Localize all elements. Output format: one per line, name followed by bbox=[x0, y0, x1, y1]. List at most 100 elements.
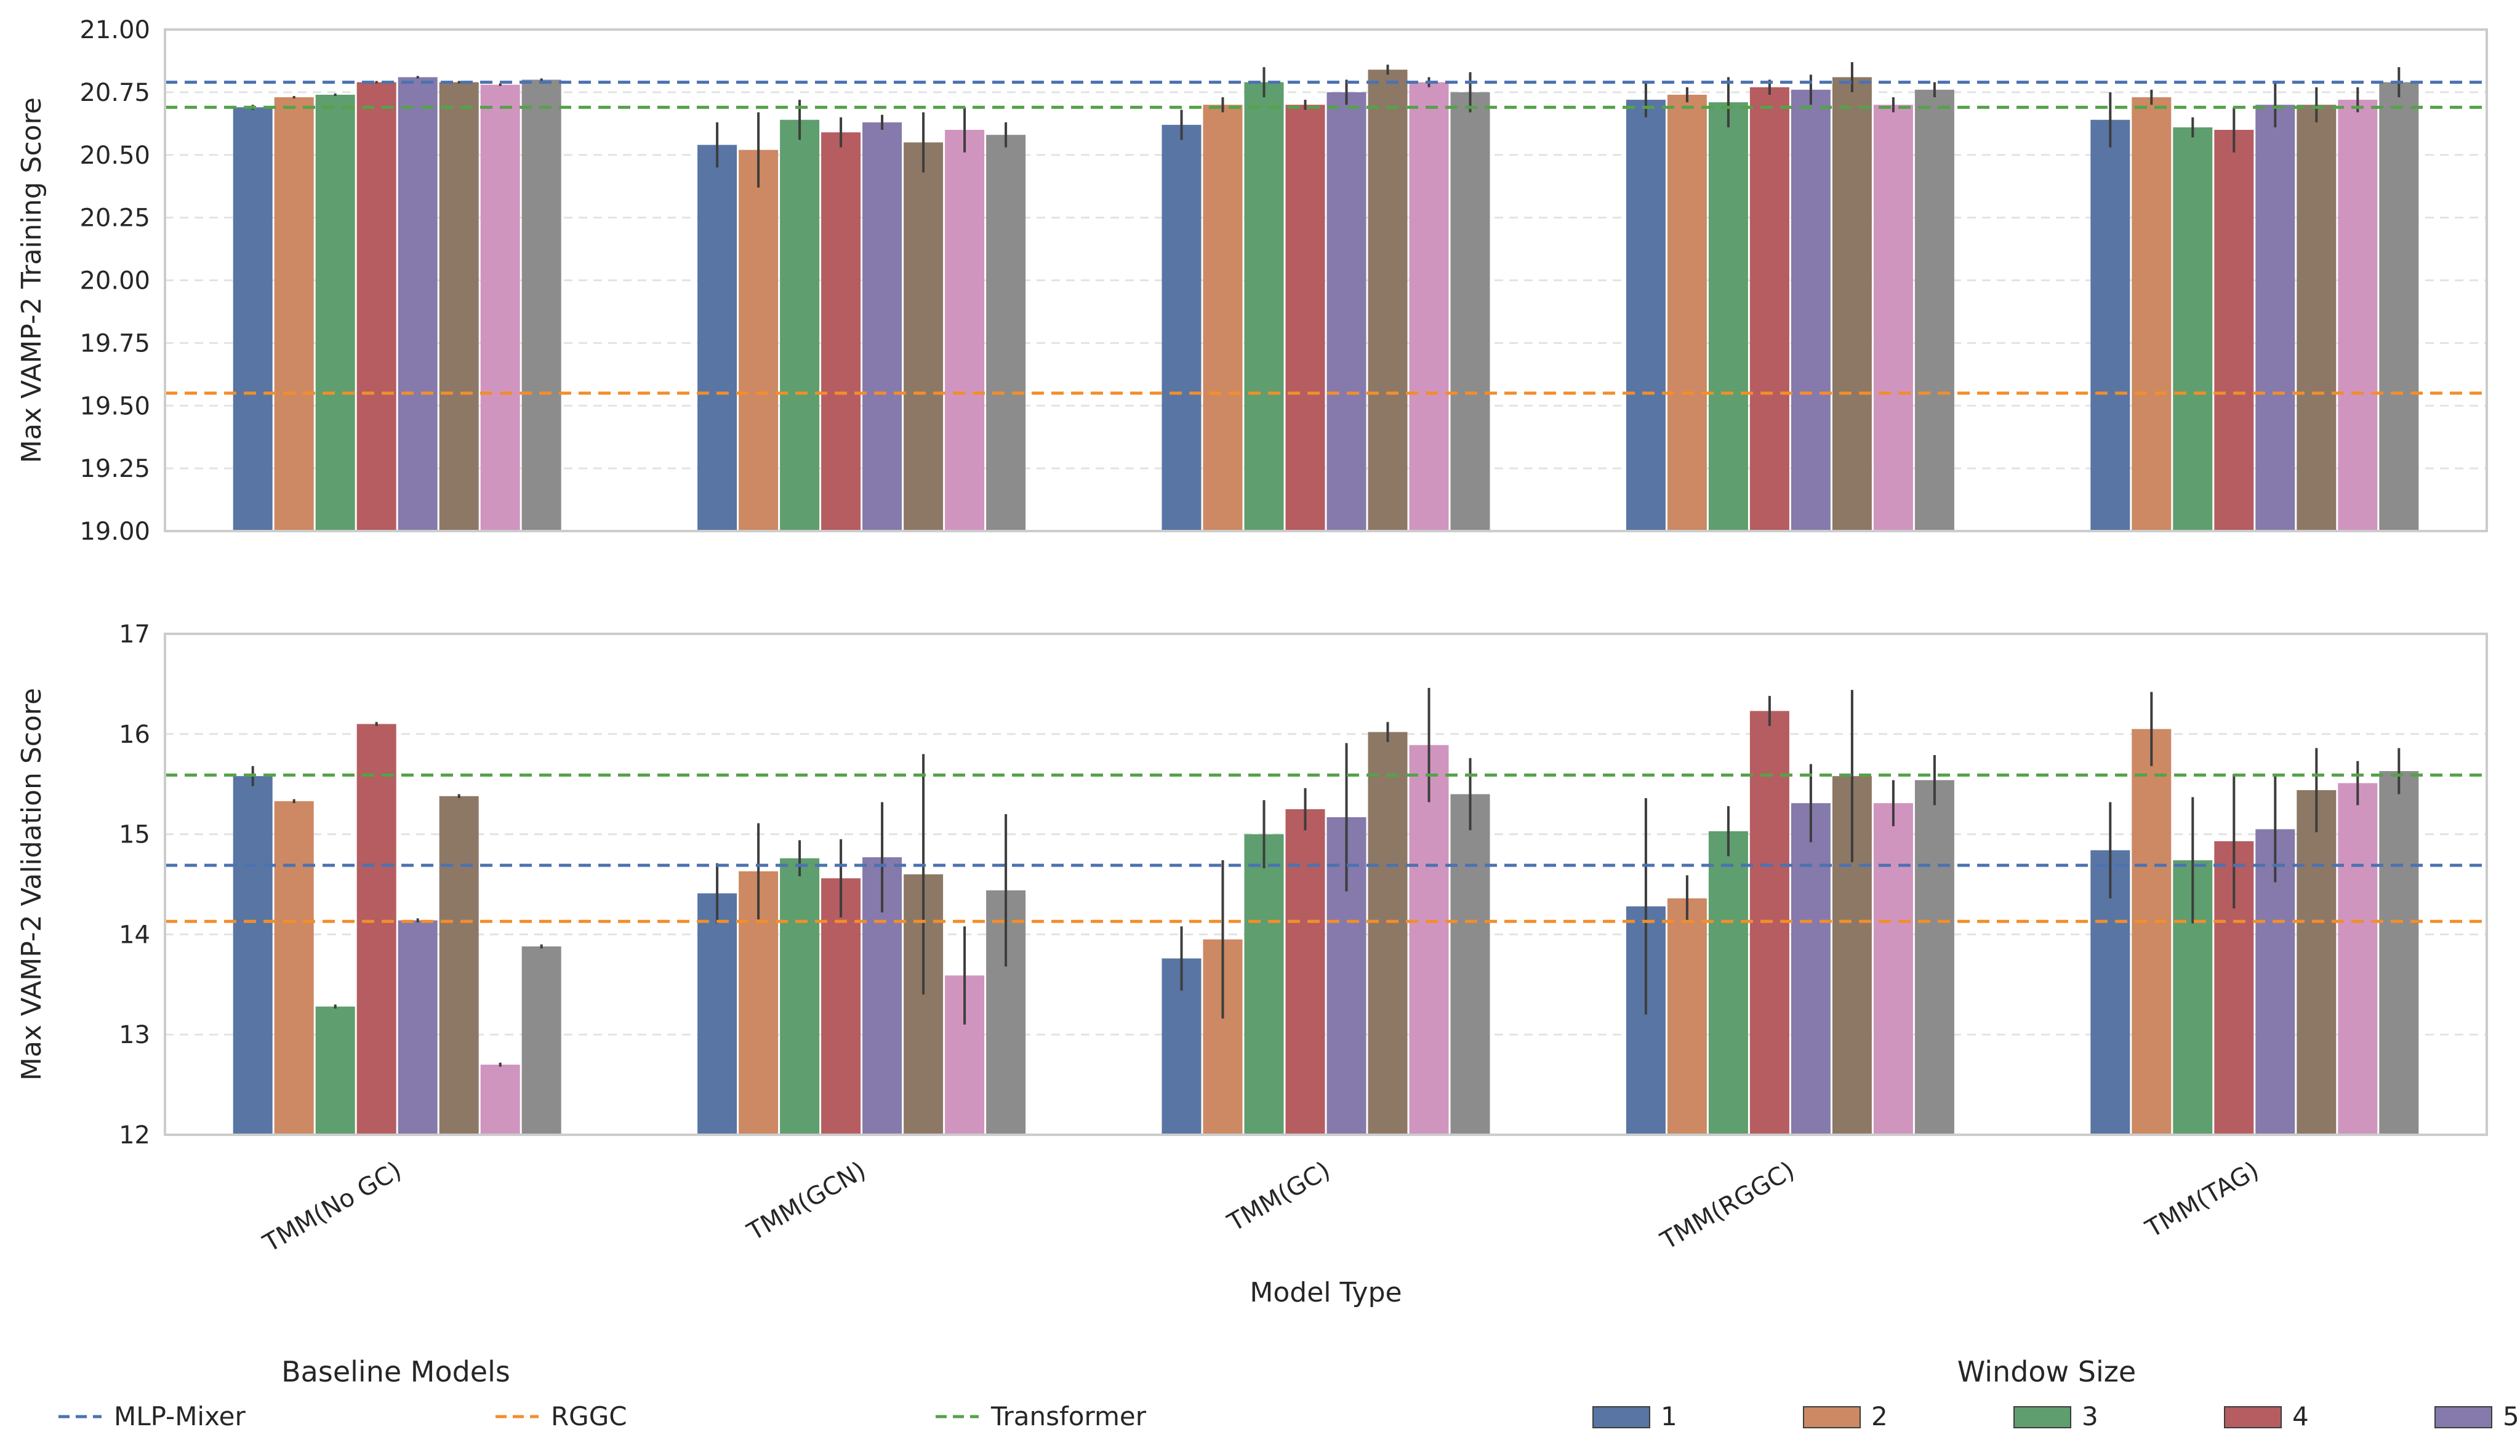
bar bbox=[1667, 94, 1707, 531]
bar bbox=[2379, 82, 2419, 531]
window-legend-swatch bbox=[2224, 1406, 2282, 1428]
bar bbox=[398, 77, 438, 532]
window-legend-label: 2 bbox=[1871, 1401, 1888, 1431]
window-legend-swatch bbox=[2013, 1406, 2071, 1428]
bar bbox=[862, 122, 902, 531]
bar bbox=[1368, 70, 1408, 531]
bar bbox=[2173, 127, 2213, 532]
y-tick-label: 19.75 bbox=[79, 329, 150, 358]
y-tick-label: 20.25 bbox=[79, 204, 150, 233]
bar bbox=[315, 1006, 355, 1135]
bar bbox=[521, 79, 561, 531]
x-tick-label: TMM(RGGC) bbox=[1656, 1156, 1800, 1256]
bar bbox=[1368, 732, 1408, 1135]
y-tick-label: 16 bbox=[119, 721, 150, 749]
bar bbox=[2338, 783, 2378, 1135]
bar bbox=[821, 132, 861, 531]
x-tick-label: TMM(GCN) bbox=[742, 1156, 871, 1247]
bar bbox=[945, 130, 985, 531]
bar bbox=[2214, 130, 2254, 531]
bar bbox=[1708, 102, 1748, 532]
bar bbox=[1749, 87, 1789, 532]
bar bbox=[1667, 898, 1707, 1135]
bar bbox=[439, 82, 479, 531]
bar bbox=[480, 1065, 520, 1135]
baseline-legend-label: RGGC bbox=[551, 1401, 627, 1431]
bar bbox=[1626, 100, 1666, 532]
bar bbox=[480, 84, 520, 531]
bar bbox=[356, 82, 396, 531]
window-legend-label: 4 bbox=[2292, 1401, 2309, 1431]
x-axis: TMM(No GC) TMM(GCN) TMM(GC) TMM(RGGC) TMM(TA… bbox=[258, 1156, 2264, 1308]
bar bbox=[739, 150, 779, 532]
bar bbox=[521, 946, 561, 1135]
bar bbox=[2297, 790, 2337, 1135]
bar bbox=[439, 796, 479, 1135]
bar bbox=[1791, 803, 1831, 1135]
bar bbox=[697, 145, 737, 531]
validation-score-panel: 12 13 14 15 16 17 Max VAMP-2 Validation Score bbox=[16, 620, 2488, 1150]
bar bbox=[1409, 82, 1449, 531]
x-tick-label: TMM(GC) bbox=[1222, 1156, 1335, 1238]
bar bbox=[780, 858, 820, 1135]
bar bbox=[356, 724, 396, 1135]
axes-frame bbox=[164, 28, 2488, 532]
bar bbox=[1708, 831, 1748, 1135]
bar bbox=[315, 94, 355, 531]
bar bbox=[1162, 124, 1202, 532]
baseline-legend-title: Baseline Models bbox=[281, 1355, 510, 1388]
y-tick-label: 19.50 bbox=[79, 392, 150, 420]
bar bbox=[1914, 89, 1954, 532]
bar bbox=[398, 920, 438, 1135]
window-legend-label: 1 bbox=[1661, 1401, 1677, 1431]
bar bbox=[1450, 794, 1490, 1135]
bar bbox=[780, 119, 820, 531]
x-tick-label: TMM(TAG) bbox=[2141, 1156, 2264, 1244]
bar bbox=[904, 142, 944, 531]
y-tick-label: 12 bbox=[119, 1121, 150, 1150]
y-tick-label: 21.00 bbox=[79, 16, 150, 44]
axes-frame bbox=[164, 633, 2488, 1136]
bar bbox=[1244, 82, 1284, 531]
bar bbox=[986, 135, 1026, 531]
y-tick-label: 17 bbox=[119, 620, 150, 649]
y-tick-label: 15 bbox=[119, 821, 150, 849]
bar bbox=[274, 801, 314, 1135]
window-legend-swatch bbox=[1803, 1406, 1861, 1428]
window-legend-label: 5 bbox=[2503, 1401, 2519, 1431]
bar bbox=[2090, 119, 2130, 531]
bar bbox=[274, 97, 314, 531]
bar bbox=[1450, 92, 1490, 531]
x-axis-title: Model Type bbox=[1250, 1277, 1402, 1308]
bar bbox=[697, 893, 737, 1135]
legends: Baseline Models MLP-Mixer RGGC Transformer W… bbox=[58, 1355, 2519, 1431]
bar bbox=[1244, 834, 1284, 1135]
bar bbox=[1832, 77, 1872, 532]
window-legend-swatch bbox=[2434, 1406, 2492, 1428]
bar bbox=[1285, 105, 1325, 531]
bar bbox=[1914, 780, 1954, 1135]
training-score-panel: 19.00 19.25 19.50 19.75 20.00 20.25 20.50 20.75… bbox=[16, 16, 2488, 546]
bar bbox=[2379, 771, 2419, 1135]
y-tick-label: 19.25 bbox=[79, 455, 150, 483]
baseline-legend-label: Transformer bbox=[990, 1401, 1147, 1431]
bar bbox=[233, 107, 273, 531]
bar bbox=[1203, 105, 1243, 531]
bar bbox=[1873, 803, 1913, 1135]
bar bbox=[1791, 89, 1831, 532]
bar bbox=[2255, 105, 2295, 531]
y-axis-title: Max VAMP-2 Validation Score bbox=[16, 688, 47, 1081]
y-tick-label: 19.00 bbox=[79, 518, 150, 546]
bar bbox=[2338, 100, 2378, 532]
y-tick-label: 14 bbox=[119, 921, 150, 949]
bar bbox=[1326, 92, 1366, 531]
x-tick-label: TMM(No GC) bbox=[258, 1156, 406, 1258]
y-tick-label: 20.50 bbox=[79, 142, 150, 170]
bar bbox=[1285, 809, 1325, 1135]
y-tick-label: 20.00 bbox=[79, 267, 150, 295]
bar bbox=[2297, 105, 2337, 531]
bar bbox=[2132, 97, 2172, 531]
bar bbox=[233, 776, 273, 1135]
